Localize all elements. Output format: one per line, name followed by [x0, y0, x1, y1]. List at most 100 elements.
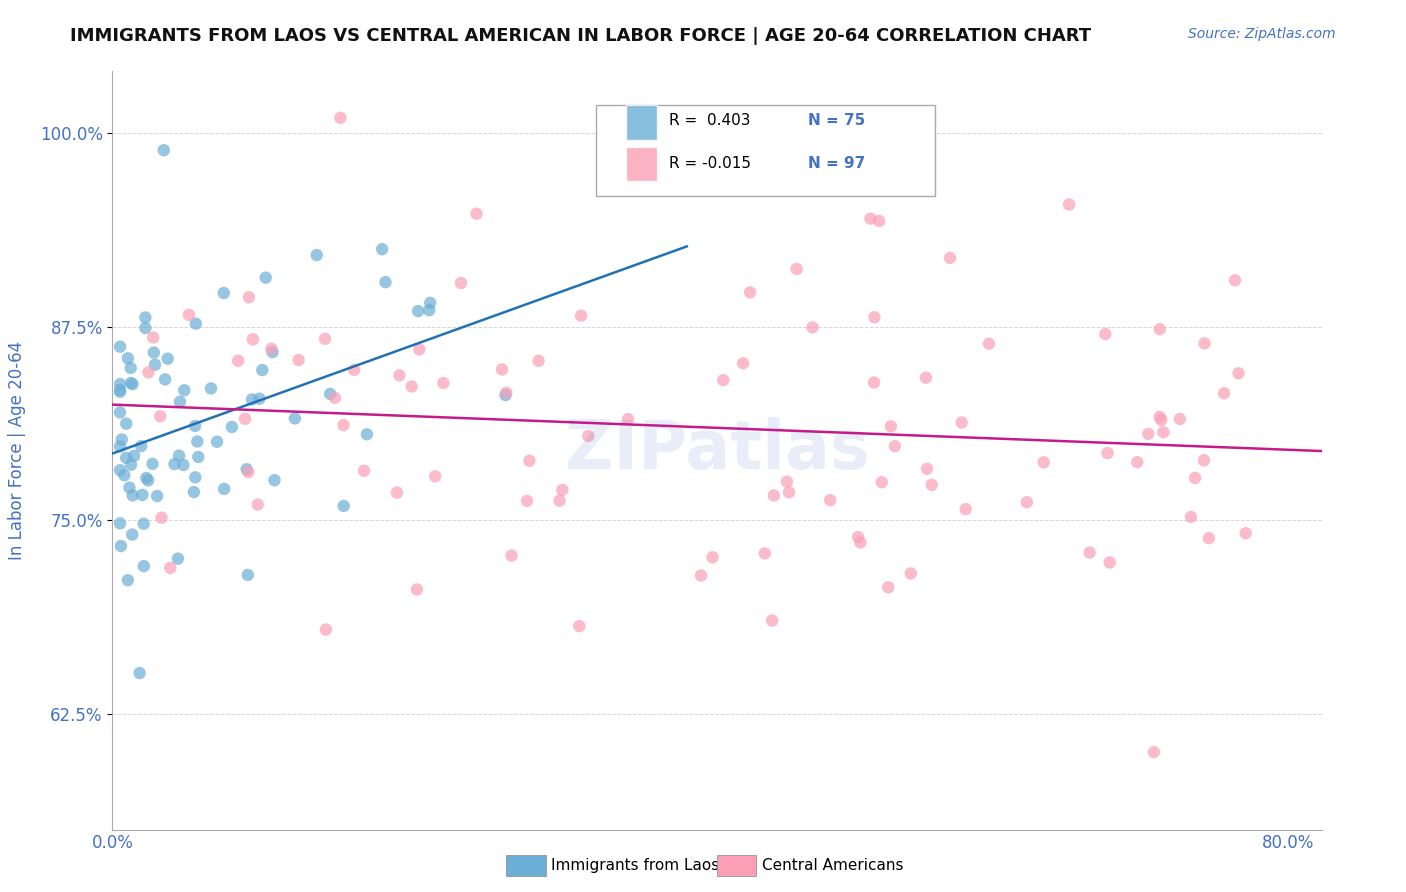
Text: IMMIGRANTS FROM LAOS VS CENTRAL AMERICAN IN LABOR FORCE | AGE 20-64 CORRELATION : IMMIGRANTS FROM LAOS VS CENTRAL AMERICAN… [70, 27, 1091, 45]
Immigrants from Laos [305, 248, 328, 262]
Text: N = 97: N = 97 [807, 156, 865, 171]
Central Americans [138, 365, 160, 379]
Central Americans [754, 546, 776, 560]
Central Americans [516, 494, 538, 508]
Immigrants from Laos [235, 462, 257, 476]
Immigrants from Laos [131, 488, 153, 502]
Immigrants from Laos [117, 574, 139, 588]
Central Americans [1150, 413, 1173, 427]
Central Americans [778, 485, 800, 500]
Central Americans [846, 530, 869, 544]
Central Americans [955, 502, 977, 516]
Immigrants from Laos [132, 516, 155, 531]
Central Americans [1015, 495, 1038, 509]
Central Americans [1137, 426, 1160, 441]
Text: R =  0.403: R = 0.403 [669, 113, 751, 128]
Central Americans [1198, 531, 1220, 545]
Immigrants from Laos [371, 242, 394, 256]
Central Americans [548, 493, 571, 508]
Immigrants from Laos [262, 345, 284, 359]
Y-axis label: In Labor Force | Age 20-64: In Labor Force | Age 20-64 [8, 341, 25, 560]
Immigrants from Laos [374, 275, 396, 289]
Immigrants from Laos [129, 439, 152, 453]
Immigrants from Laos [152, 143, 174, 157]
Immigrants from Laos [120, 376, 142, 390]
Central Americans [1094, 326, 1116, 341]
Immigrants from Laos [419, 296, 441, 310]
Central Americans [568, 619, 591, 633]
Central Americans [870, 475, 893, 490]
Central Americans [1168, 412, 1191, 426]
Central Americans [762, 488, 785, 502]
Immigrants from Laos [111, 433, 134, 447]
Immigrants from Laos [146, 489, 169, 503]
Immigrants from Laos [120, 360, 142, 375]
Central Americans [1234, 526, 1257, 541]
FancyBboxPatch shape [596, 105, 935, 196]
Immigrants from Laos [406, 304, 429, 318]
Immigrants from Laos [495, 388, 517, 402]
Central Americans [323, 391, 346, 405]
Central Americans [738, 285, 761, 300]
Central Americans [238, 465, 260, 479]
Immigrants from Laos [332, 499, 354, 513]
Immigrants from Laos [263, 473, 285, 487]
Immigrants from Laos [172, 458, 194, 472]
Central Americans [238, 290, 260, 304]
Text: 80.0%: 80.0% [1263, 834, 1315, 852]
Immigrants from Laos [252, 363, 274, 377]
Immigrants from Laos [212, 286, 235, 301]
Immigrants from Laos [184, 317, 207, 331]
FancyBboxPatch shape [626, 147, 657, 181]
Central Americans [1180, 509, 1202, 524]
Immigrants from Laos [141, 457, 163, 471]
Central Americans [761, 614, 783, 628]
Central Americans [1213, 386, 1236, 401]
Central Americans [405, 582, 427, 597]
Central Americans [491, 362, 513, 376]
Central Americans [1032, 455, 1054, 469]
Central Americans [849, 535, 872, 549]
Central Americans [863, 310, 886, 325]
Central Americans [432, 376, 454, 390]
Central Americans [977, 336, 1000, 351]
Immigrants from Laos [183, 485, 205, 500]
Central Americans [702, 550, 724, 565]
Central Americans [1152, 425, 1174, 440]
Text: R = -0.015: R = -0.015 [669, 156, 751, 171]
Immigrants from Laos [169, 394, 191, 409]
Text: 0.0%: 0.0% [91, 834, 134, 852]
Central Americans [1149, 409, 1171, 424]
Central Americans [385, 485, 408, 500]
Immigrants from Laos [108, 405, 131, 419]
Central Americans [880, 419, 903, 434]
Central Americans [353, 464, 375, 478]
Immigrants from Laos [284, 411, 307, 425]
Central Americans [950, 416, 973, 430]
Immigrants from Laos [108, 383, 131, 397]
Central Americans [149, 409, 172, 424]
Immigrants from Laos [121, 488, 143, 502]
Immigrants from Laos [167, 449, 190, 463]
Immigrants from Laos [115, 450, 138, 465]
Immigrants from Laos [136, 474, 159, 488]
Immigrants from Laos [187, 450, 209, 464]
Text: Immigrants from Laos: Immigrants from Laos [551, 858, 720, 872]
Immigrants from Laos [135, 471, 157, 485]
Text: N = 75: N = 75 [807, 113, 865, 128]
Immigrants from Laos [163, 457, 186, 471]
Central Americans [287, 353, 309, 368]
Immigrants from Laos [108, 340, 131, 354]
Immigrants from Laos [110, 539, 132, 553]
Central Americans [569, 309, 592, 323]
Immigrants from Laos [128, 666, 150, 681]
Immigrants from Laos [134, 310, 156, 325]
Central Americans [150, 510, 173, 524]
Central Americans [711, 373, 734, 387]
Immigrants from Laos [143, 358, 166, 372]
Central Americans [921, 477, 943, 491]
Immigrants from Laos [173, 384, 195, 398]
Central Americans [177, 308, 200, 322]
Central Americans [517, 454, 540, 468]
Immigrants from Laos [212, 482, 235, 496]
